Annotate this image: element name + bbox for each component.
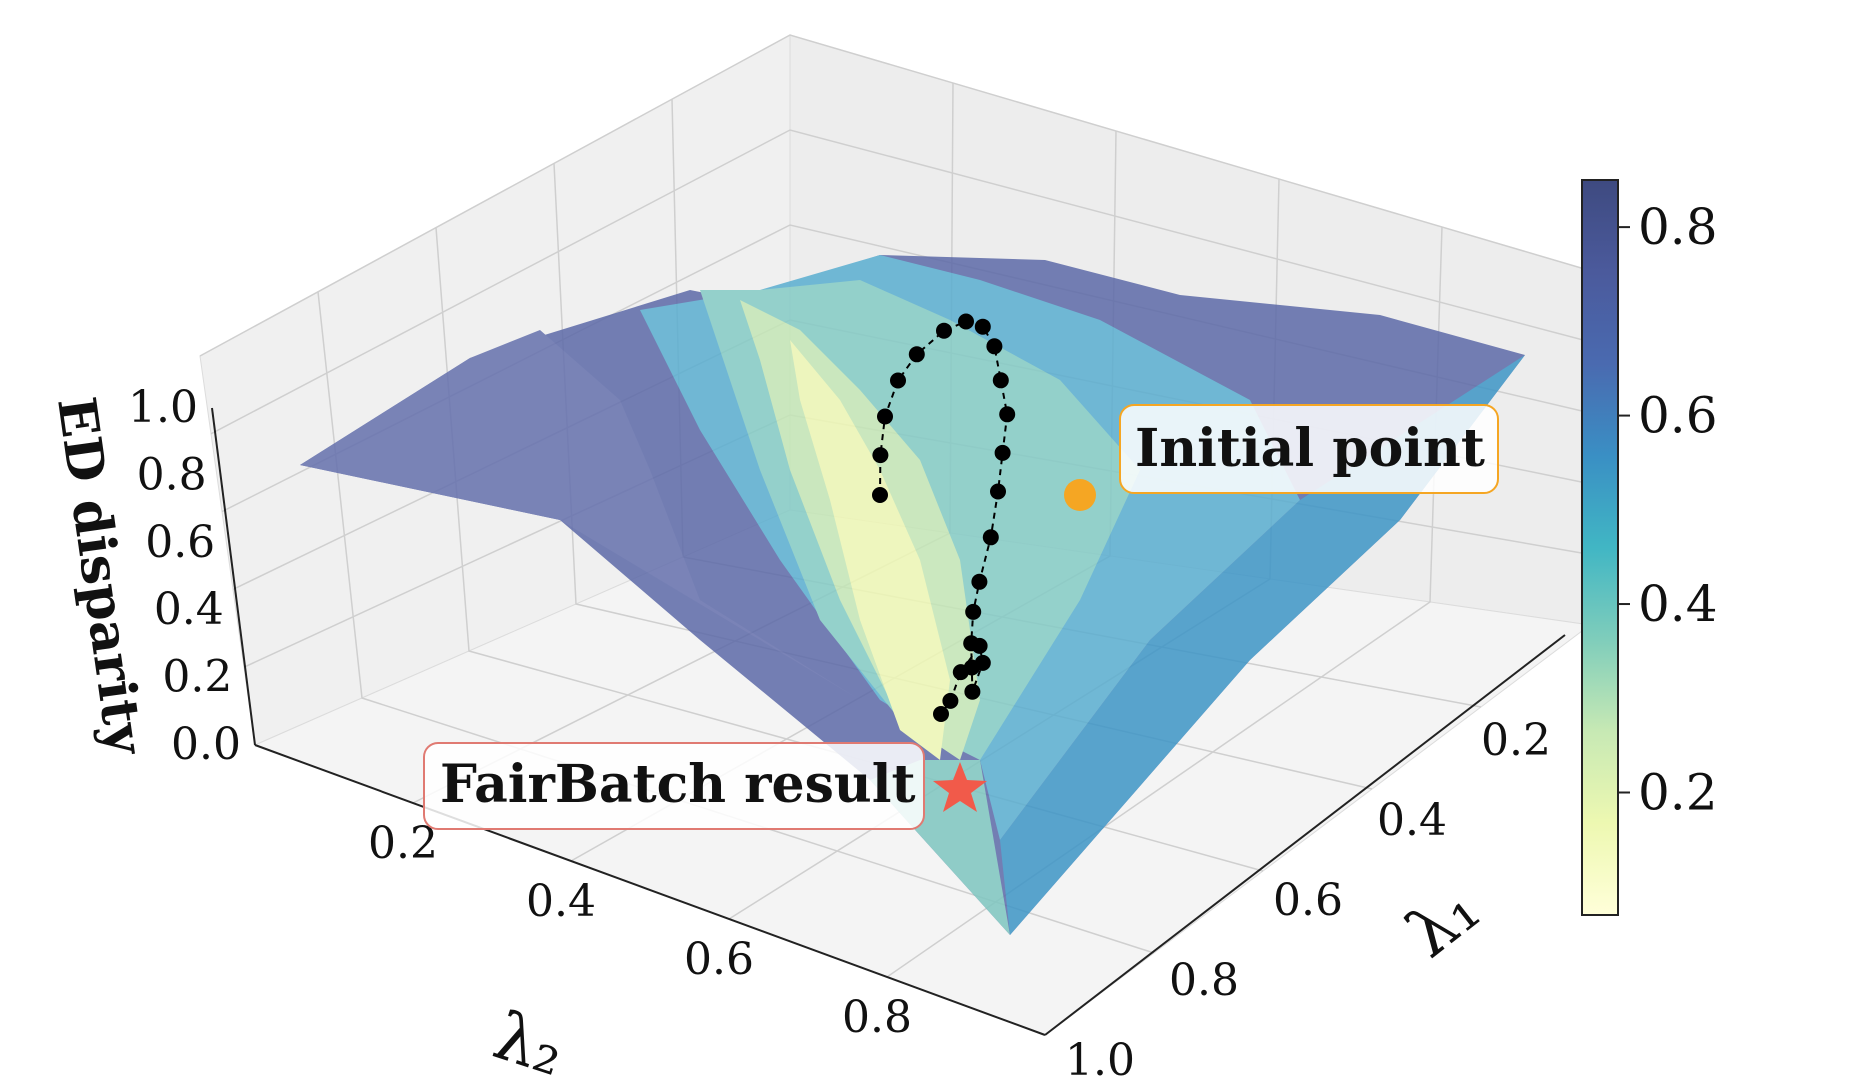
y-tick-label: 0.2 — [1481, 715, 1551, 766]
colorbar: 0.2 0.4 0.6 0.8 — [1581, 179, 1718, 916]
trajectory-point — [872, 447, 889, 464]
colorbar-tick-label: 0.4 — [1638, 575, 1718, 633]
trajectory-point — [971, 573, 988, 590]
colorbar-tick-label: 0.8 — [1638, 198, 1718, 256]
trajectory-point — [952, 664, 969, 681]
axes — [211, 407, 1566, 1036]
z-tick-label: 1.0 — [128, 382, 198, 433]
z-tick-label: 0.8 — [137, 449, 207, 500]
trajectory-point — [877, 408, 893, 425]
trajectory-point — [974, 318, 991, 335]
colorbar-tick-label: 0.2 — [1638, 764, 1718, 822]
initial-point-label: Initial point — [1135, 418, 1485, 479]
y-axis-label: λ₁ — [1392, 870, 1493, 973]
x-tick-label: 0.4 — [526, 876, 596, 927]
surface-left-rim — [300, 330, 860, 700]
trajectory-point — [958, 313, 974, 330]
trajectory — [872, 313, 1016, 722]
y-tick-label: 0.8 — [1169, 955, 1239, 1006]
z-tick-label: 0.4 — [154, 584, 224, 635]
x-axis-line — [254, 744, 1046, 1036]
trajectory-point — [986, 338, 1003, 355]
initial-point-annotation: Initial point — [1119, 404, 1499, 494]
z-axis-label: ED disparity — [45, 393, 156, 759]
y-gridline — [317, 291, 1155, 954]
fairbatch-result-marker — [933, 762, 987, 812]
z-gridline — [210, 129, 1603, 435]
trajectory-point — [994, 444, 1011, 461]
z-axis-line — [211, 407, 256, 746]
fairbatch-annotation: FairBatch result — [423, 742, 925, 830]
trajectory-point — [964, 683, 981, 700]
y-tick-label: 0.6 — [1273, 875, 1343, 926]
x-axis-label: λ₂ — [485, 997, 574, 1080]
y-tick-label: 0.4 — [1377, 795, 1447, 846]
trajectory-point — [971, 637, 988, 654]
trajectory-point — [936, 322, 952, 339]
y-axis-line — [1044, 634, 1566, 1036]
trajectory-point — [992, 372, 1009, 389]
surface-valley-yellow — [790, 340, 950, 760]
trajectory-point — [933, 706, 949, 722]
fairbatch-label: FairBatch result — [440, 754, 916, 815]
x-tick-labels: 0.2 0.4 0.6 0.8 — [368, 818, 912, 1043]
z-tick-label: 0.6 — [145, 517, 215, 568]
z-tick-labels: 0.0 0.2 0.4 0.6 0.8 1.0 — [128, 382, 241, 770]
trajectory-point — [974, 654, 991, 671]
trajectory-point — [908, 346, 925, 363]
trajectory-point — [872, 487, 888, 503]
x-tick-label: 0.2 — [368, 818, 438, 869]
y-tick-label: 1.0 — [1065, 1035, 1135, 1080]
x-tick-label: 0.8 — [842, 992, 912, 1043]
initial-point-marker — [1064, 479, 1096, 511]
surface-right-blue — [1000, 355, 1525, 935]
trajectory-point — [890, 372, 906, 389]
colorbar-gradient — [1581, 179, 1619, 916]
trajectory-point — [999, 406, 1016, 423]
z-tick-label: 0.0 — [171, 719, 241, 770]
colorbar-tick-label: 0.6 — [1638, 387, 1718, 445]
colorbar-ticks: 0.2 0.4 0.6 0.8 — [1618, 198, 1718, 822]
y-tick-labels: 0.2 0.4 0.6 0.8 1.0 — [1065, 715, 1551, 1080]
trajectory-point — [942, 692, 959, 709]
trajectory-point — [965, 603, 982, 620]
trajectory-point — [982, 529, 999, 546]
z-tick-label: 0.2 — [162, 652, 232, 703]
trajectory-point — [990, 483, 1006, 500]
z-gridline — [199, 34, 1606, 357]
x-tick-label: 0.6 — [684, 934, 754, 985]
